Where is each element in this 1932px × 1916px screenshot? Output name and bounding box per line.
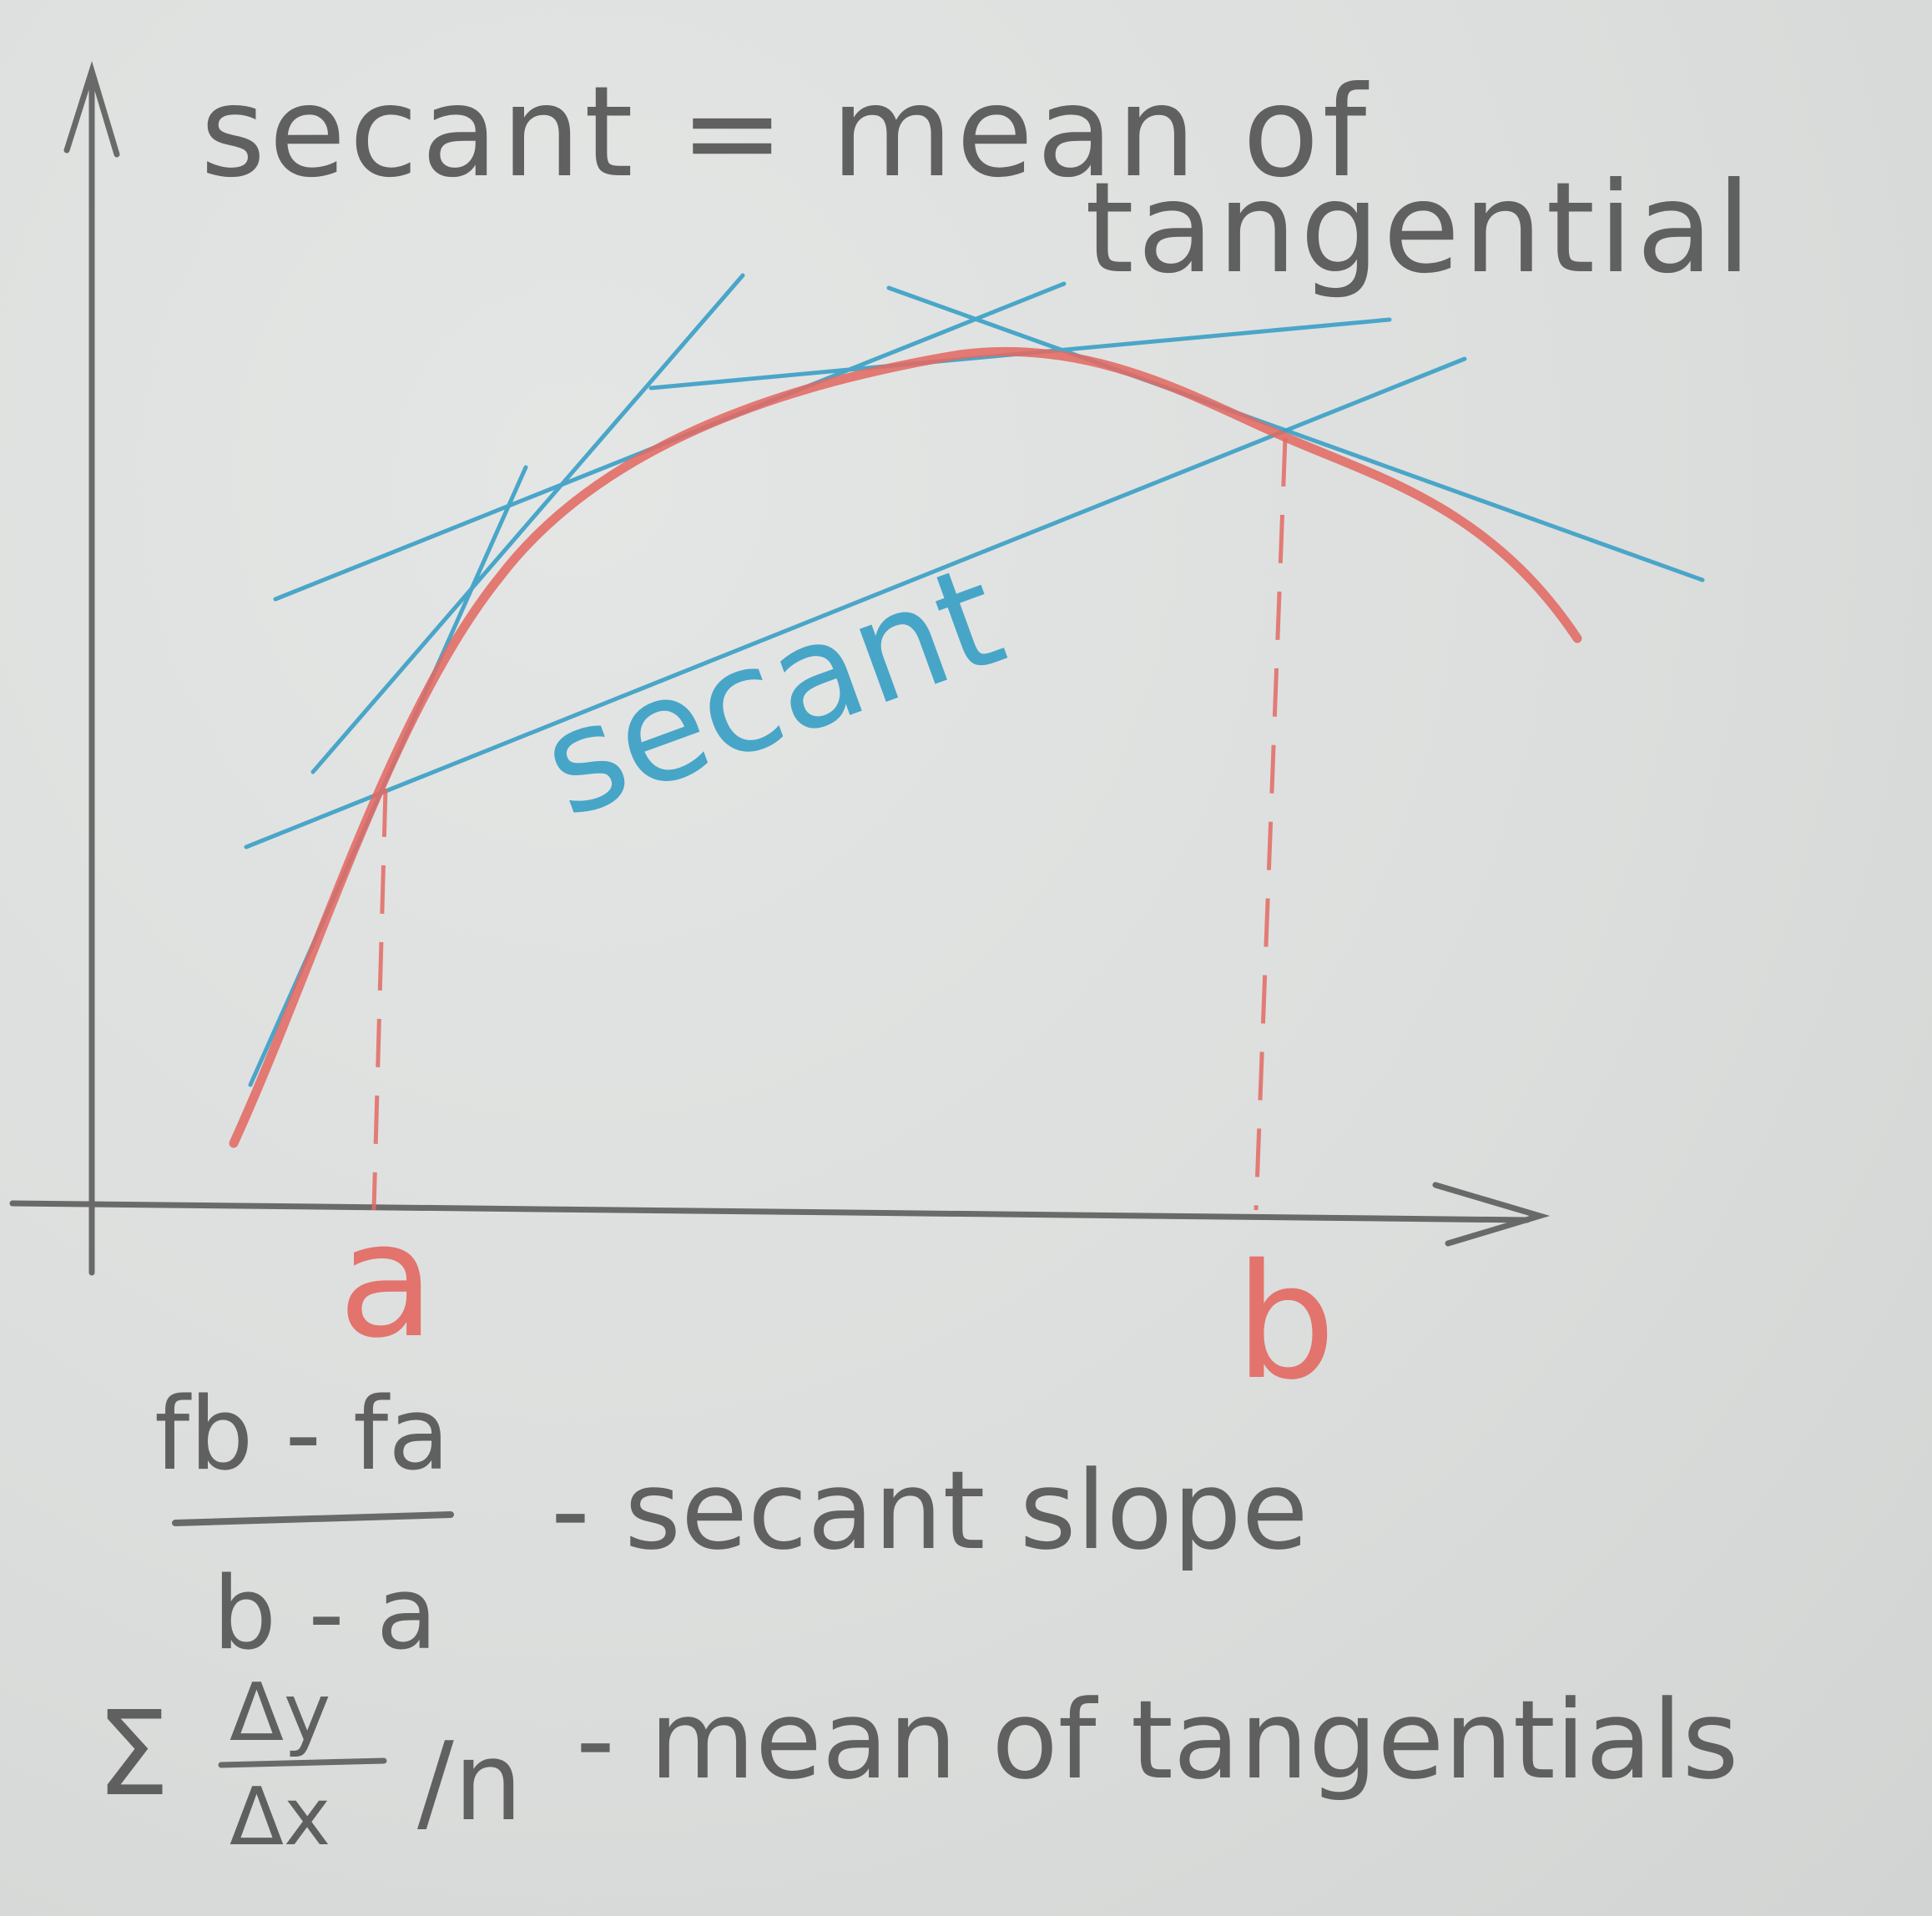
title-line-2: tangential	[1085, 156, 1754, 301]
function-curve	[229, 346, 1582, 1148]
guide-lines	[371, 437, 1288, 1211]
title-line-1: secant = mean of	[200, 60, 1370, 205]
secant-slope-description: - secant slope	[551, 1447, 1309, 1574]
x-axis-arrow	[1432, 1182, 1551, 1247]
formula-denominator: b - a	[213, 1556, 437, 1672]
over-n: /n	[417, 1718, 522, 1845]
formula-numerator: fb - fa	[154, 1377, 450, 1493]
secant-slope-formula: fb - fa b - a - secant slope	[154, 1377, 1309, 1672]
x-axis	[9, 1200, 1531, 1223]
sum-symbol: Σ	[96, 1687, 169, 1823]
dashed-line-a	[371, 788, 388, 1211]
delta-x: Δx	[230, 1772, 330, 1863]
tangent-line-2	[310, 273, 745, 774]
tangentials-description: - mean of tangentials	[576, 1676, 1738, 1803]
y-axis-arrow	[63, 61, 120, 158]
tangentials-formula: Σ Δy Δx /n - mean of tangentials	[96, 1667, 1738, 1863]
point-b-label: b	[1235, 1230, 1336, 1414]
fraction-bar	[172, 1511, 454, 1526]
delta-fraction-bar	[218, 1757, 387, 1768]
dashed-line-b	[1254, 437, 1288, 1211]
tangent-line-5	[886, 285, 1705, 582]
point-a-label: a	[338, 1188, 435, 1373]
secant-label: secant	[522, 533, 1022, 850]
secant-line	[244, 356, 1467, 850]
delta-y: Δy	[230, 1667, 330, 1759]
axes	[9, 61, 1551, 1276]
